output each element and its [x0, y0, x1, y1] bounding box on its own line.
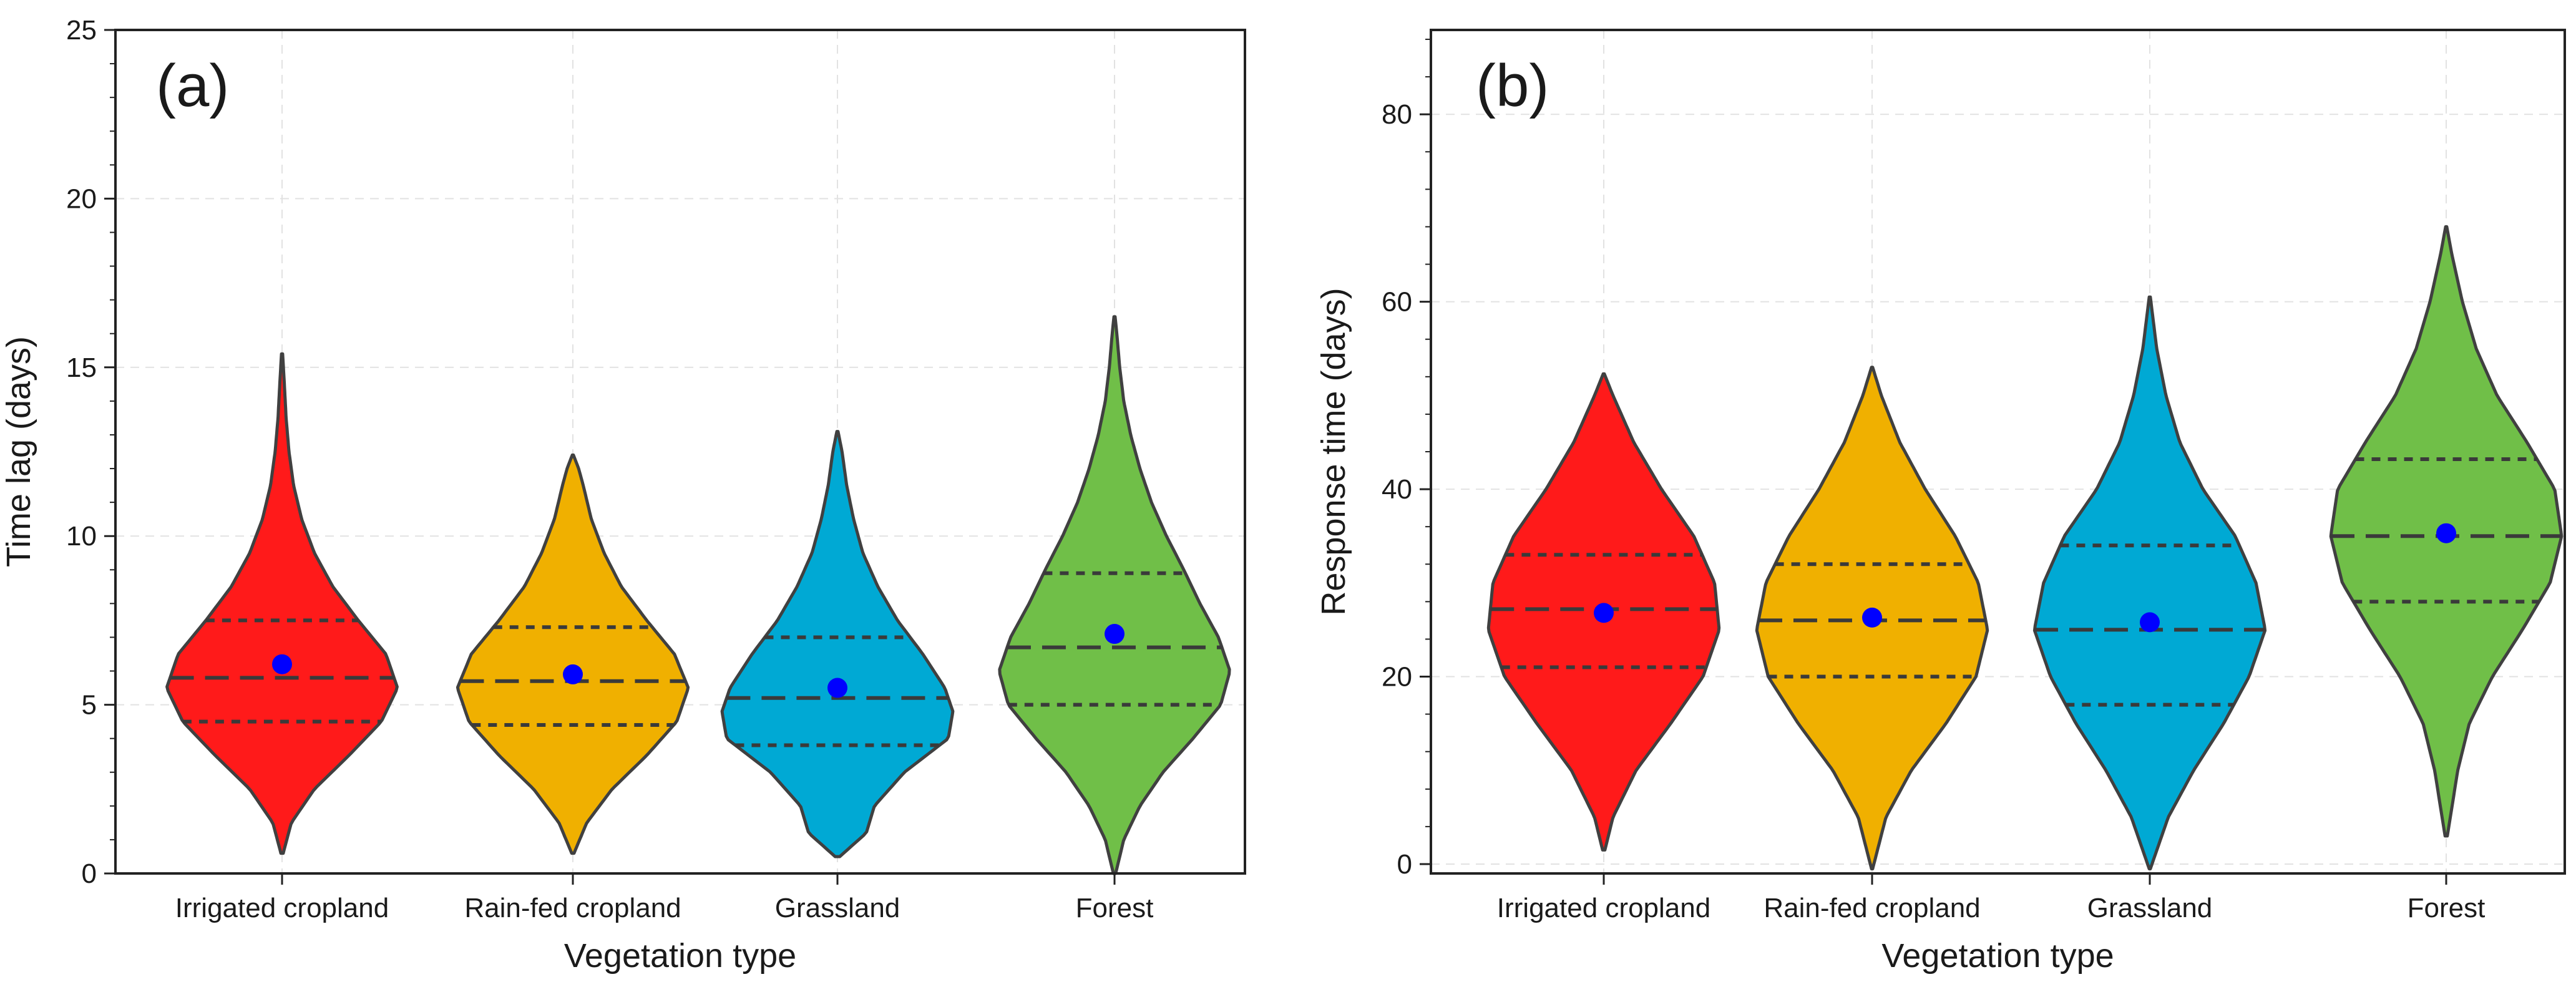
- panel-label: (b): [1476, 52, 1549, 119]
- x-tick-label-irrigated-cropland: Irrigated cropland: [1497, 893, 1710, 923]
- panel-label: (a): [156, 52, 229, 119]
- y-tick-label: 0: [1397, 849, 1412, 880]
- violin-rain-fed-cropland: [456, 453, 690, 855]
- x-tick-label-forest: Forest: [1076, 893, 1154, 923]
- x-tick-label-grassland: Grassland: [2087, 893, 2213, 923]
- x-axis-label: Vegetation type: [564, 937, 796, 975]
- violin-forest: [998, 315, 1231, 875]
- y-tick-label: 15: [66, 352, 97, 383]
- y-tick-label: 20: [1382, 662, 1412, 693]
- mean-point-forest: [2436, 523, 2456, 543]
- x-tick-label-rain-fed-cropland: Rain-fed cropland: [464, 893, 681, 923]
- mean-point-rain-fed-cropland: [1862, 607, 1882, 628]
- y-tick-label: 5: [82, 690, 97, 721]
- y-tick-label: 80: [1382, 99, 1412, 130]
- x-tick-label-irrigated-cropland: Irrigated cropland: [175, 893, 389, 923]
- x-axis-label: Vegetation type: [1881, 937, 2114, 975]
- y-tick-label: 0: [82, 858, 97, 889]
- mean-point-irrigated-cropland: [1594, 603, 1614, 623]
- mean-point-rain-fed-cropland: [563, 664, 583, 684]
- violin-irrigated-cropland: [165, 352, 399, 855]
- panel-b: 0 20 40 60 80 Irrigated cropland Rain-fed crop…: [1315, 29, 2566, 975]
- x-tick-label-grassland: Grassland: [775, 893, 900, 923]
- mean-point-grassland: [2140, 612, 2160, 633]
- x-tick-label-rain-fed-cropland: Rain-fed cropland: [1764, 893, 1980, 923]
- violin-grassland: [2032, 295, 2267, 870]
- y-axis-label: Time lag (days): [0, 336, 37, 567]
- y-axis-label: Response time (days): [1315, 288, 1352, 615]
- mean-point-irrigated-cropland: [272, 654, 292, 674]
- violin-grassland: [720, 430, 955, 858]
- y-tick-label: 25: [66, 15, 97, 46]
- x-tick-label-forest: Forest: [2408, 893, 2486, 923]
- mean-point-grassland: [827, 678, 847, 698]
- plot-frame: [114, 29, 1246, 875]
- y-tick-label: 10: [66, 521, 97, 552]
- y-tick-label: 40: [1382, 474, 1412, 505]
- panel-a: 0 5 10 15 20 25 Irrigated cropland Rain-fed cro…: [0, 15, 1246, 975]
- y-tick-label: 20: [66, 183, 97, 214]
- y-tick-label: 60: [1382, 287, 1412, 318]
- mean-point-forest: [1105, 624, 1125, 644]
